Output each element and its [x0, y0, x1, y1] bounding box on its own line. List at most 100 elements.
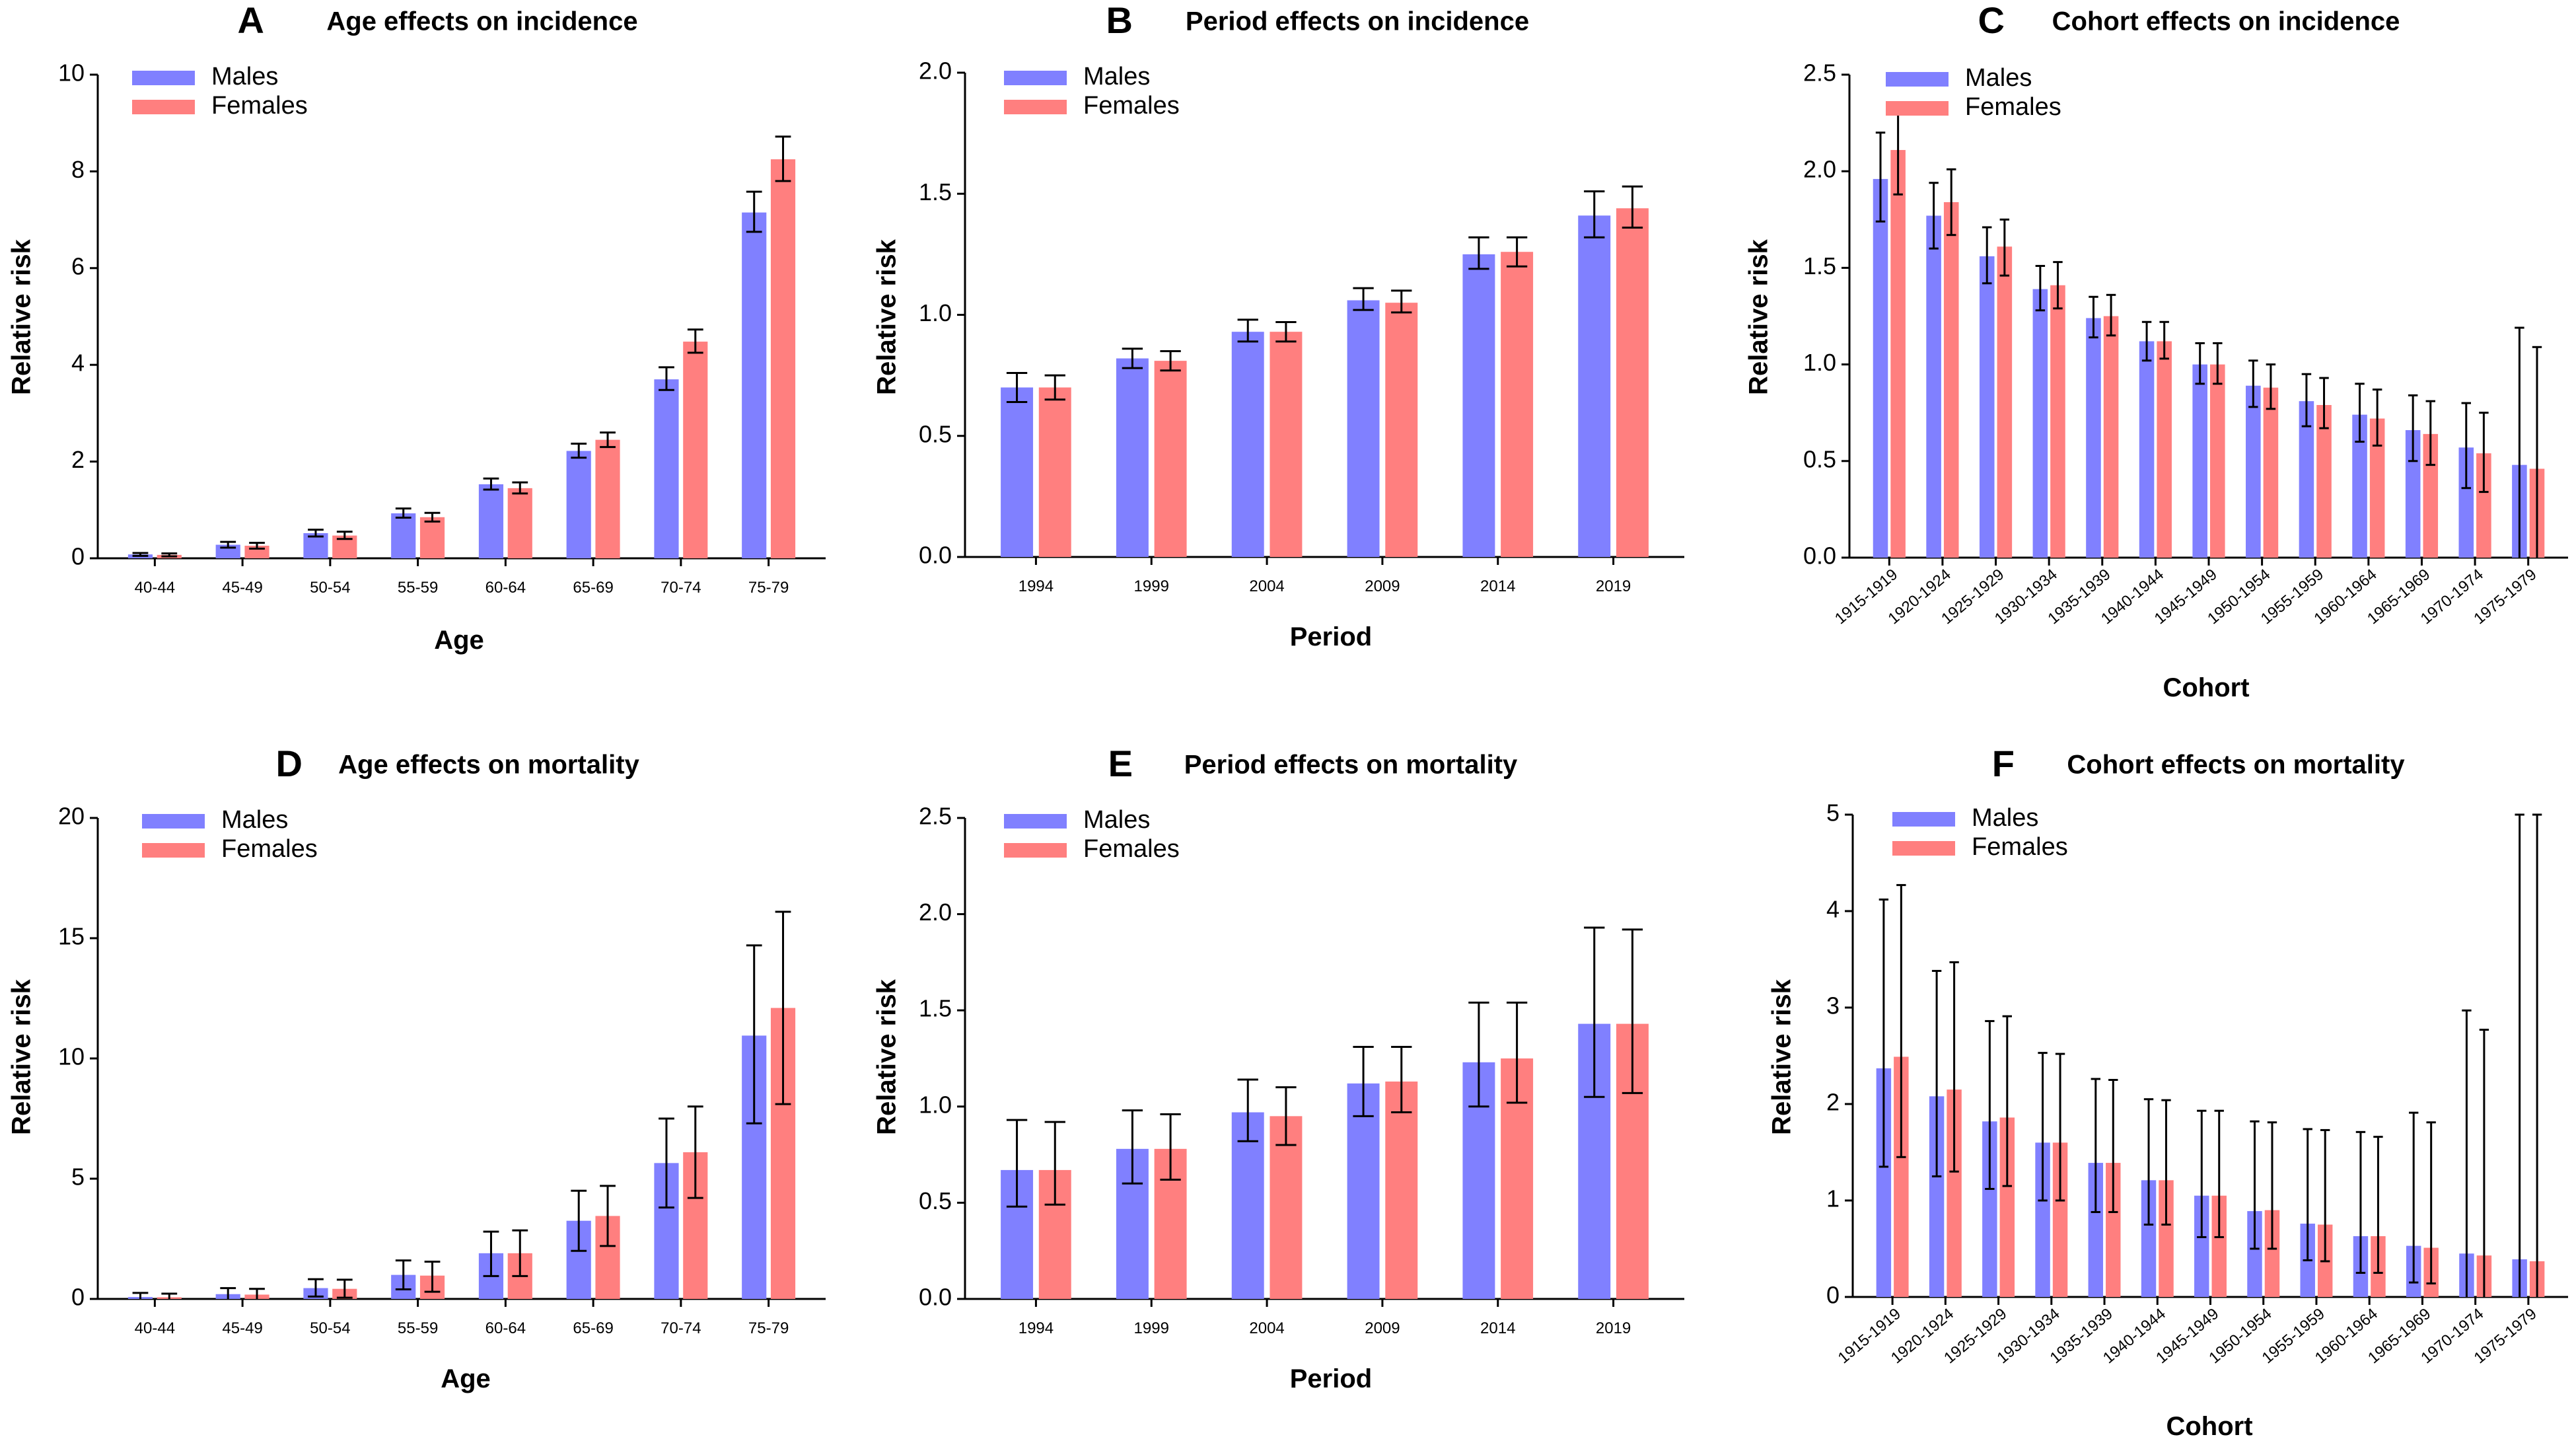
- y-tick-label: 5: [1826, 799, 1840, 827]
- bar-females: [1501, 252, 1534, 557]
- legend-swatch-males: [1892, 812, 1955, 827]
- y-axis-label: Relative risk: [1768, 978, 1797, 1134]
- bar-males: [1001, 387, 1034, 557]
- y-tick-label: 10: [58, 1043, 85, 1070]
- y-axis-label: Relative risk: [7, 239, 36, 394]
- panel-title: Period effects on incidence: [1186, 7, 1529, 36]
- bar-females: [1890, 150, 1906, 558]
- bar-females: [2050, 285, 2065, 558]
- bar-females: [1270, 332, 1303, 557]
- legend-label: Males: [1083, 806, 1150, 834]
- y-tick-label: 1.5: [1803, 252, 1836, 279]
- legend-label: Males: [211, 63, 278, 91]
- y-axis-label: Relative risk: [873, 239, 902, 394]
- bar-females: [1894, 1056, 1909, 1297]
- panel-b: B Period effects on incidence 0.0 0.5 1.0 1.5…: [873, 0, 1684, 651]
- panel-letter: D: [276, 743, 303, 784]
- x-tick-label: 2004: [1249, 1319, 1284, 1337]
- y-tick-label: 2: [1826, 1089, 1840, 1116]
- bar-females: [1616, 208, 1649, 557]
- x-tick-label: 70-74: [661, 579, 701, 597]
- bar-males: [1116, 358, 1149, 557]
- bar-females: [683, 342, 708, 558]
- y-tick-label: 0: [71, 543, 85, 570]
- bar-males: [1979, 256, 1995, 558]
- bar-males: [566, 451, 591, 558]
- x-tick-label: 50-54: [310, 579, 350, 597]
- bar-females: [507, 488, 532, 558]
- bar-males: [742, 212, 767, 558]
- bar-females: [2103, 316, 2119, 558]
- legend-swatch-males: [1004, 814, 1067, 829]
- x-tick-label: 55-59: [398, 1319, 438, 1337]
- bar-females: [1154, 361, 1187, 557]
- bar-males: [2299, 401, 2314, 558]
- y-tick-label: 0: [1826, 1282, 1840, 1309]
- y-tick-label: 1.0: [919, 1091, 952, 1118]
- y-tick-label: 4: [1826, 896, 1840, 923]
- panel-c: C Cohort effects on incidence 0.0 0.5 1.0 1.5…: [1744, 0, 2568, 702]
- x-tick-label: 2014: [1480, 1319, 1515, 1337]
- x-tick-label: 2009: [1365, 1319, 1400, 1337]
- legend-label: Females: [221, 835, 318, 863]
- bar-males: [2247, 1211, 2262, 1297]
- panel-title: Period effects on mortality: [1184, 751, 1518, 780]
- legend-swatch-males: [1004, 71, 1067, 85]
- x-tick-label: 1994: [1019, 577, 1054, 595]
- legend-label: Females: [1972, 833, 2068, 861]
- x-axis-label: Age: [441, 1364, 491, 1393]
- y-tick-label: 1: [1826, 1185, 1840, 1212]
- legend-swatch-females: [1886, 101, 1949, 116]
- x-tick-label: 65-69: [573, 579, 613, 597]
- panel-letter: C: [1978, 0, 2005, 41]
- bar-males: [2141, 1180, 2157, 1297]
- x-tick-label: 2014: [1480, 577, 1515, 595]
- panel-letter: A: [238, 0, 264, 41]
- bar-females: [1270, 1116, 1303, 1299]
- panel-title: Cohort effects on mortality: [2067, 751, 2405, 780]
- y-tick-label: 2.0: [919, 899, 952, 926]
- bar-males: [2246, 385, 2261, 558]
- y-tick-label: 15: [58, 923, 85, 950]
- bar-males: [2352, 414, 2367, 558]
- bar-males: [1231, 332, 1264, 557]
- bar-females: [1947, 1089, 1962, 1297]
- legend-swatch-females: [1004, 100, 1067, 114]
- y-tick-label: 5: [71, 1163, 85, 1191]
- legend-label: Females: [211, 92, 308, 120]
- y-tick-label: 1.0: [919, 299, 952, 326]
- y-axis-label: Relative risk: [7, 978, 36, 1134]
- y-tick-label: 1.5: [919, 995, 952, 1022]
- x-axis-label: Age: [434, 626, 484, 655]
- y-tick-label: 4: [71, 350, 85, 377]
- x-tick-label: 50-54: [310, 1319, 350, 1337]
- x-tick-label: 60-64: [485, 579, 526, 597]
- x-tick-label: 2019: [1596, 1319, 1631, 1337]
- bar-males: [2139, 341, 2155, 558]
- bar-males: [391, 513, 416, 558]
- x-axis-label: Period: [1290, 622, 1372, 651]
- x-axis-label: Cohort: [2163, 673, 2249, 702]
- legend-label: Males: [221, 806, 288, 834]
- y-tick-label: 1.5: [919, 178, 952, 205]
- y-tick-label: 0.5: [919, 420, 952, 447]
- y-tick-label: 2.5: [919, 803, 952, 830]
- y-axis-label: Relative risk: [873, 978, 902, 1134]
- bar-males: [1873, 178, 1888, 558]
- y-tick-label: 2: [71, 446, 85, 473]
- bar-females: [2476, 453, 2491, 558]
- y-tick-label: 10: [58, 59, 85, 87]
- bar-females: [1999, 1117, 2015, 1297]
- bar-females: [2264, 1210, 2280, 1297]
- x-tick-label: 2019: [1596, 577, 1631, 595]
- x-tick-label: 65-69: [573, 1319, 613, 1337]
- y-tick-label: 20: [58, 803, 85, 830]
- panel-title: Age effects on incidence: [326, 7, 637, 36]
- y-tick-label: 0: [71, 1284, 85, 1311]
- x-tick-label: 70-74: [661, 1319, 701, 1337]
- y-tick-label: 0.0: [919, 1284, 952, 1311]
- bar-males: [2086, 318, 2101, 558]
- bar-males: [1462, 254, 1495, 557]
- y-tick-label: 0.0: [1803, 542, 1836, 570]
- legend-label: Females: [1965, 93, 2061, 121]
